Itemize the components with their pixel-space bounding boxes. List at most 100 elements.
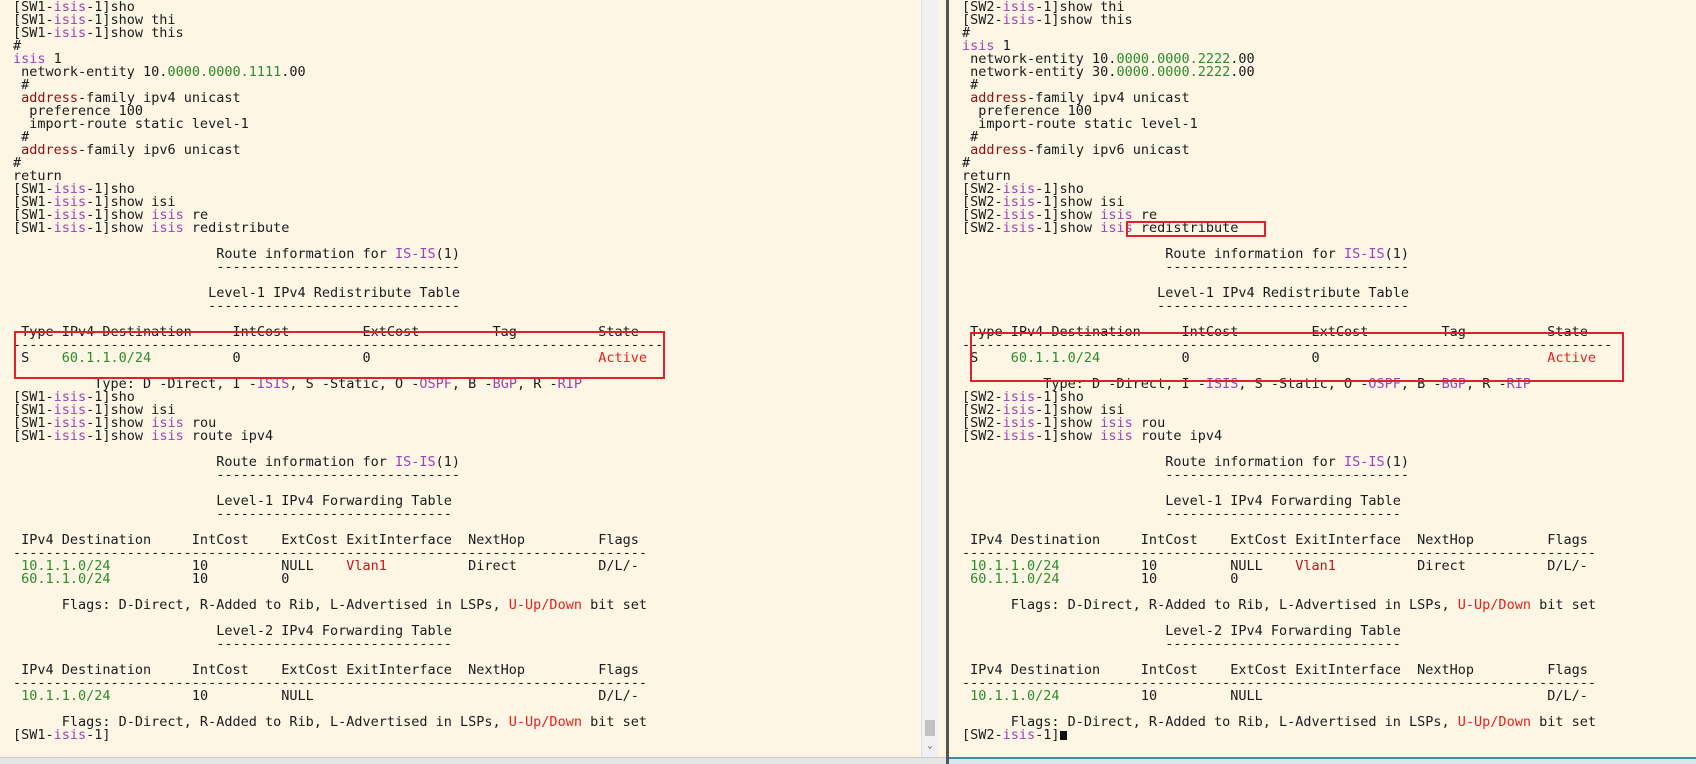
text-segment: import-route static level-1 — [962, 116, 1198, 132]
highlighted-text: isis — [1002, 0, 1036, 15]
text-segment: 10 NULL D/L/- — [110, 688, 639, 704]
highlighted-text: 10.1.1.0/24 — [970, 688, 1060, 704]
highlighted-text: 0000.0000.1111 — [167, 64, 282, 80]
highlighted-text: isis — [53, 181, 87, 197]
text-segment: .00 — [1230, 64, 1255, 80]
text-segment: -1]show — [1035, 415, 1101, 431]
terminal-line: # — [13, 77, 663, 93]
text-segment: -1]sho — [86, 389, 135, 405]
text-segment: ----------------------------------------… — [962, 545, 1596, 561]
text-segment: -1]sho — [1035, 181, 1084, 197]
text-segment: bit set — [581, 714, 647, 730]
text-segment: -1]sho — [86, 181, 135, 197]
text-segment — [13, 688, 21, 704]
text-segment: -1]show this — [86, 25, 184, 41]
terminal-pane-sw2[interactable]: [SW2-isis-1]show thi [SW2-isis-1]show thi… — [950, 0, 1696, 757]
text-segment: -1]show isi — [86, 402, 176, 418]
text-segment: -1]show — [86, 220, 152, 236]
text-segment: [SW2- — [962, 389, 1003, 405]
text-segment: [SW1- — [13, 220, 54, 236]
terminal-line: Flags: D-Direct, R-Added to Rib, L-Adver… — [13, 597, 663, 613]
highlighted-text: isis — [1100, 220, 1133, 236]
highlighted-text: isis — [1002, 220, 1036, 236]
text-segment: import-route static level-1 — [13, 116, 249, 132]
text-segment: -1]show this — [1035, 12, 1133, 28]
text-segment: # — [13, 155, 22, 171]
terminal-line: [SW1-isis-1]sho — [13, 0, 663, 15]
text-segment: Direct D/L/- — [386, 558, 639, 574]
text-segment: ------------------------------ — [13, 259, 461, 275]
highlighted-text: isis — [1002, 389, 1036, 405]
terminal-line: ----------------------------------------… — [962, 545, 1612, 561]
text-segment: ------------------------------- — [962, 298, 1410, 314]
text-segment: IPv4 Destination IntCost ExtCost ExitInt… — [13, 662, 639, 678]
terminal-line: return — [962, 168, 1612, 184]
status-bar-left — [0, 757, 946, 764]
terminal-line: [SW1-isis-1]show isis route ipv4 — [13, 428, 663, 444]
highlighted-text: address — [21, 142, 79, 158]
highlighted-text: 10.1.1.0/24 — [970, 558, 1060, 574]
terminal-line: # — [962, 78, 1612, 92]
highlighted-text: isis — [1002, 194, 1036, 210]
text-segment: # — [13, 77, 30, 93]
scrollbar[interactable]: ⌄ — [921, 0, 938, 757]
terminal-line: [SW1-isis-1]sho — [13, 389, 663, 405]
text-segment: -1]show thi — [86, 12, 176, 28]
text-segment: -1]sho — [1035, 389, 1084, 405]
scroll-down-arrow[interactable]: ⌄ — [927, 741, 933, 751]
highlighted-text: address — [970, 142, 1028, 158]
text-segment: [SW2- — [962, 402, 1003, 418]
text-segment: ----------------------------- — [962, 506, 1401, 522]
highlighted-text: isis — [53, 428, 87, 444]
text-segment: (1) — [1384, 454, 1410, 470]
text-segment: , S -Static, O - — [289, 376, 420, 392]
terminal-line: network-entity 10.0000.0000.1111.00 — [13, 64, 663, 80]
text-segment: return — [962, 168, 1011, 184]
terminal-line: isis 1 — [962, 39, 1612, 53]
text-segment: -1]sho — [86, 0, 135, 15]
terminal-line: ----------------------------- — [13, 507, 663, 521]
highlighted-text: isis — [1002, 402, 1036, 418]
scroll-thumb[interactable] — [925, 720, 935, 736]
terminal-line: address-family ipv6 unicast — [962, 142, 1612, 158]
text-segment: route ipv4 — [183, 428, 274, 444]
highlighted-text: U-Up/Down — [1457, 714, 1531, 730]
terminal-line: 10.1.1.0/24 10 NULL D/L/- — [962, 688, 1612, 704]
text-segment: Level-1 IPv4 Forwarding Table — [13, 493, 452, 509]
text-segment: Flags: D-Direct, R-Added to Rib, L-Adver… — [962, 714, 1458, 730]
terminal-line: [SW1-isis-1] — [13, 728, 663, 742]
text-segment: [SW2- — [962, 220, 1003, 236]
text-segment: ----------------------------------------… — [13, 675, 647, 691]
highlighted-text: isis — [53, 194, 87, 210]
highlighted-text: isis — [53, 220, 87, 236]
terminal-line: [SW2-isis-1]show this — [962, 12, 1612, 28]
text-segment: network-entity 30. — [962, 64, 1117, 80]
text-segment: Route information for — [13, 454, 396, 470]
text-segment: redistribute — [183, 220, 290, 236]
highlighted-text: IS-IS — [1344, 454, 1385, 470]
status-bar-right — [949, 757, 1696, 764]
text-segment: , B - — [1400, 376, 1442, 392]
terminal-line: [SW2-isis-1]sho — [962, 389, 1612, 405]
terminal-line: [SW1-isis-1]show thi — [13, 12, 663, 28]
text-segment: 10 NULL D/L/- — [1059, 688, 1588, 704]
highlighted-text: RIP — [557, 376, 582, 392]
highlighted-text: isis — [53, 415, 87, 431]
text-segment: return — [13, 168, 62, 184]
terminal-line: ------------------------------ — [13, 259, 663, 275]
terminal-line: 10.1.1.0/24 10 NULL Vlan1 Direct D/L/- — [13, 558, 663, 574]
text-segment: ----------------------------------------… — [13, 545, 647, 561]
text-segment: 10 NULL — [110, 558, 347, 574]
terminal-line: 60.1.1.0/24 10 0 — [13, 572, 663, 586]
text-segment: network-entity 10. — [13, 64, 168, 80]
terminal-line: network-entity 10.0000.0000.2222.00 — [962, 52, 1612, 66]
text-segment: ----------------------------- — [962, 636, 1401, 652]
terminal-line: Route information for IS-IS(1) — [13, 247, 663, 261]
text-segment: Flags: D-Direct, R-Added to Rib, L-Adver… — [13, 597, 509, 613]
terminal-line: S 60.1.1.0/24 0 0 Active — [962, 351, 1612, 365]
text-segment: [SW2- — [962, 0, 1003, 15]
highlighted-text: isis — [1002, 415, 1036, 431]
terminal-line: Level-2 IPv4 Forwarding Table — [962, 624, 1612, 638]
text-segment: Flags: D-Direct, R-Added to Rib, L-Adver… — [962, 597, 1458, 613]
terminal-line: [SW2-isis-1]sho — [962, 181, 1612, 197]
